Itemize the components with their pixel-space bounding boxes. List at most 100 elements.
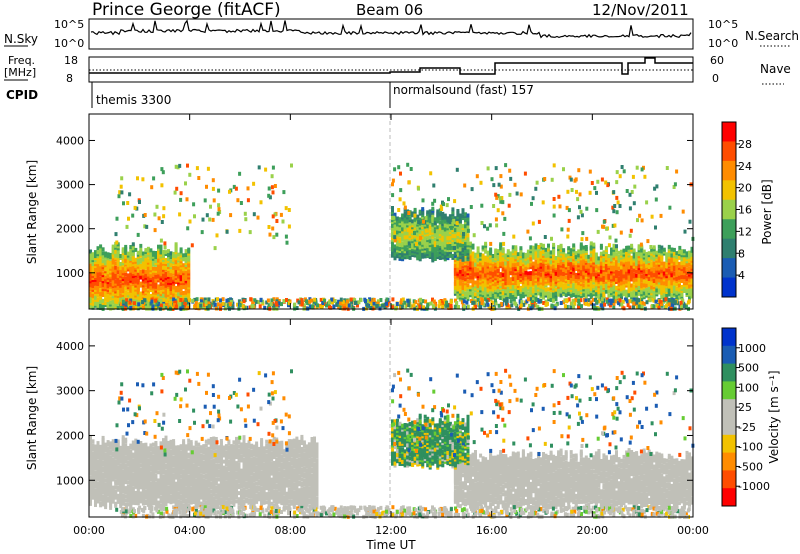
- power-cell: [582, 245, 586, 250]
- power-cell: [684, 304, 688, 309]
- power-cell: [458, 279, 462, 284]
- power-cell: [146, 282, 150, 287]
- power-cell: [499, 242, 503, 247]
- power-cell: [144, 248, 148, 253]
- power-cell: [688, 262, 691, 267]
- power-cell: [356, 303, 359, 308]
- power-cell: [597, 299, 601, 304]
- power-cell: [184, 270, 188, 275]
- power-cell: [328, 300, 331, 305]
- power-cell: [499, 199, 503, 204]
- power-cell: [491, 254, 495, 258]
- power-cell: [469, 249, 472, 254]
- power-cell: [486, 250, 490, 255]
- power-cell: [510, 303, 514, 308]
- power-cell: [617, 262, 621, 267]
- power-cell: [647, 253, 651, 258]
- power-cell: [263, 305, 267, 310]
- power-cell: [424, 299, 428, 304]
- power-cell: [544, 299, 548, 304]
- power-cell: [529, 306, 533, 311]
- power-cell: [623, 297, 627, 302]
- power-cell: [139, 281, 143, 286]
- power-cell: [398, 237, 402, 242]
- power-cell: [492, 204, 496, 208]
- power-cell: [271, 214, 275, 219]
- power-cell: [587, 302, 591, 307]
- power-cell: [547, 251, 550, 256]
- power-cell: [541, 200, 545, 205]
- power-cell: [679, 300, 683, 305]
- power-cell: [655, 303, 659, 308]
- power-cell: [630, 275, 634, 280]
- power-cell: [179, 298, 183, 302]
- power-cell: [547, 243, 550, 248]
- power-cell: [649, 245, 653, 249]
- power-cell: [94, 285, 97, 290]
- power-cell: [127, 216, 130, 221]
- power-cell: [385, 301, 388, 306]
- power-cell: [537, 245, 541, 249]
- power-cell: [681, 299, 685, 304]
- power-cell: [277, 301, 281, 306]
- power-cell: [576, 215, 580, 220]
- power-cell: [571, 299, 575, 304]
- power-cell: [481, 261, 485, 266]
- nsky-label: N.Sky: [4, 32, 38, 46]
- power-cell: [615, 285, 618, 290]
- power-cell: [391, 231, 394, 236]
- power-cell: [508, 168, 512, 173]
- power-cell: [129, 284, 133, 289]
- power-cell: [204, 300, 208, 305]
- power-cell: [200, 230, 204, 235]
- power-cell: [184, 253, 188, 257]
- power-cell: [451, 210, 455, 215]
- power-cell: [118, 190, 122, 195]
- power-cell: [181, 301, 185, 306]
- power-cell: [600, 297, 604, 302]
- power-cell: [686, 300, 690, 305]
- power-cell: [270, 185, 274, 190]
- power-cell: [141, 177, 145, 182]
- power-cell: [557, 282, 561, 287]
- power-cell: [577, 249, 581, 254]
- power-cell: [330, 300, 334, 305]
- power-cell: [264, 167, 268, 172]
- power-cell: [637, 252, 641, 257]
- power-cell: [128, 192, 132, 197]
- power-cell: [418, 304, 422, 309]
- power-cell: [165, 302, 169, 306]
- power-cell: [630, 283, 634, 288]
- power-cell: [266, 298, 270, 303]
- power-cell: [611, 223, 615, 228]
- power-cell: [346, 303, 349, 308]
- power-cell: [514, 245, 518, 250]
- power-cell: [559, 243, 563, 248]
- power-cell: [559, 261, 563, 266]
- power-cell: [186, 306, 190, 311]
- power-cell: [551, 298, 555, 303]
- power-cell: [642, 273, 646, 278]
- power-cell: [282, 299, 286, 304]
- power-cell: [99, 276, 103, 281]
- power-cell: [581, 231, 585, 236]
- power-cell: [91, 299, 95, 304]
- power-cell: [116, 266, 120, 271]
- power-cell: [126, 251, 130, 256]
- power-cell: [131, 252, 135, 257]
- power-cell: [375, 304, 379, 309]
- power-cell: [177, 292, 181, 297]
- power-cell: [565, 205, 569, 210]
- power-cell: [469, 205, 473, 209]
- power-cell: [625, 189, 629, 193]
- power-cell: [683, 229, 687, 234]
- power-cell: [660, 269, 664, 274]
- power-cell: [688, 252, 691, 257]
- power-cell: [228, 189, 231, 194]
- power-cell: [164, 305, 168, 310]
- power-cell: [257, 300, 261, 305]
- power-cell: [494, 301, 498, 306]
- power-cell: [635, 291, 639, 296]
- power-cell: [610, 251, 613, 256]
